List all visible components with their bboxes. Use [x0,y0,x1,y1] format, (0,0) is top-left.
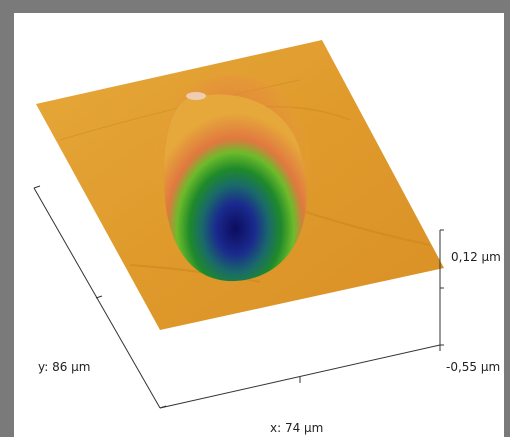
window-frame-top [0,0,510,13]
y-axis-tick [33,185,41,189]
crater [164,94,307,282]
x-axis-label: x: 74 µm [270,421,324,435]
crater-highlight [186,92,206,100]
z-min-label: -0,55 µm [446,360,501,374]
y-axis-tick [95,295,103,299]
surface-ridge [299,209,431,246]
x-axis-line [159,344,441,409]
z-max-label: 0,12 µm [451,250,501,264]
window-frame-right [504,0,510,437]
y-axis-tick [159,405,167,409]
window-frame-left [0,0,14,437]
y-axis-label: y: 86 µm [38,360,91,374]
